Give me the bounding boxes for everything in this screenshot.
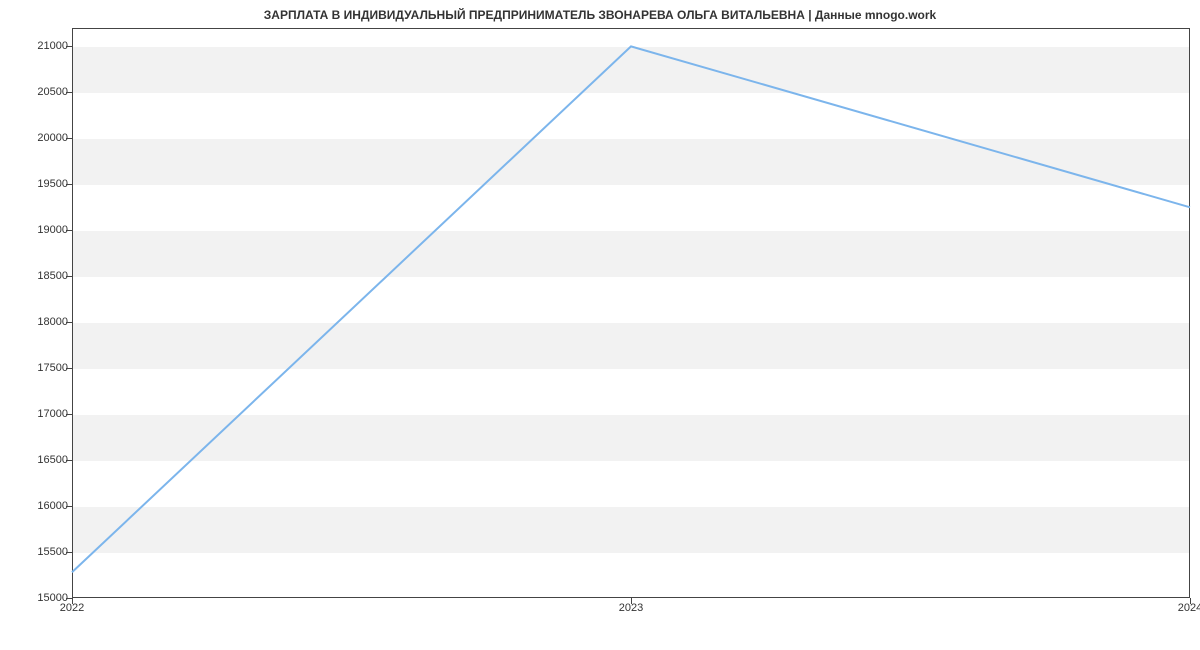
x-tick-mark bbox=[72, 598, 73, 604]
salary-chart: ЗАРПЛАТА В ИНДИВИДУАЛЬНЫЙ ПРЕДПРИНИМАТЕЛ… bbox=[0, 0, 1200, 650]
y-tick-label: 20500 bbox=[37, 86, 68, 98]
y-tick-mark bbox=[66, 368, 72, 369]
chart-title: ЗАРПЛАТА В ИНДИВИДУАЛЬНЫЙ ПРЕДПРИНИМАТЕЛ… bbox=[0, 8, 1200, 22]
y-tick-label: 16500 bbox=[37, 454, 68, 466]
y-tick-label: 19000 bbox=[37, 224, 68, 236]
line-series bbox=[72, 28, 1190, 598]
y-tick-label: 19500 bbox=[37, 178, 68, 190]
y-tick-label: 15500 bbox=[37, 546, 68, 558]
y-tick-mark bbox=[66, 322, 72, 323]
x-tick-mark bbox=[1190, 598, 1191, 604]
y-tick-mark bbox=[66, 184, 72, 185]
y-tick-mark bbox=[66, 138, 72, 139]
y-tick-mark bbox=[66, 46, 72, 47]
y-tick-label: 17500 bbox=[37, 362, 68, 374]
x-tick-label: 2024 bbox=[1178, 602, 1200, 614]
y-tick-label: 18500 bbox=[37, 270, 68, 282]
y-tick-mark bbox=[66, 506, 72, 507]
y-tick-label: 17000 bbox=[37, 408, 68, 420]
y-tick-label: 16000 bbox=[37, 500, 68, 512]
y-tick-label: 18000 bbox=[37, 316, 68, 328]
y-tick-mark bbox=[66, 230, 72, 231]
y-tick-label: 21000 bbox=[37, 40, 68, 52]
y-tick-mark bbox=[66, 276, 72, 277]
y-tick-mark bbox=[66, 460, 72, 461]
x-tick-mark bbox=[631, 598, 632, 604]
y-tick-label: 20000 bbox=[37, 132, 68, 144]
y-tick-mark bbox=[66, 92, 72, 93]
data-line bbox=[72, 46, 1190, 572]
y-tick-mark bbox=[66, 414, 72, 415]
y-tick-mark bbox=[66, 552, 72, 553]
